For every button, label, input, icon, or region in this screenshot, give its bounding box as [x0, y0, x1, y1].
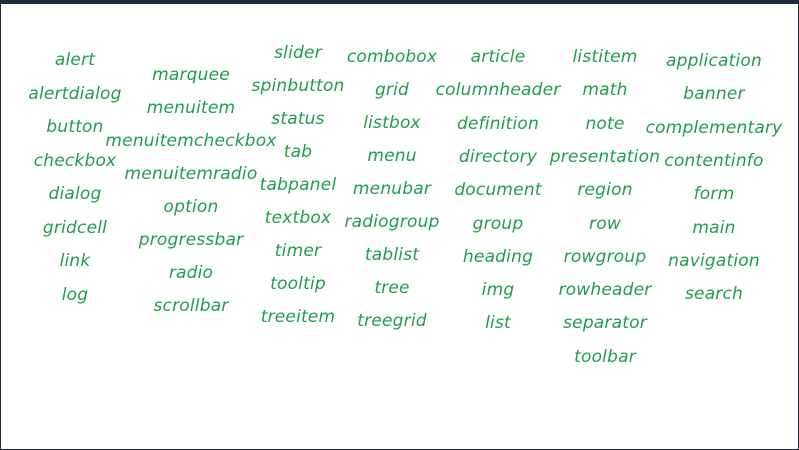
role-word-navigation: navigation	[668, 251, 760, 271]
role-word-progressbar: progressbar	[138, 230, 244, 250]
role-word-menuitem: menuitem	[146, 98, 236, 118]
role-word-application: application	[666, 51, 762, 71]
role-word-contentinfo: contentinfo	[664, 151, 764, 171]
role-word-scrollbar: scrollbar	[153, 296, 229, 316]
role-word-textbox: textbox	[264, 208, 332, 228]
role-word-tab: tab	[283, 142, 313, 162]
role-word-main: main	[692, 218, 736, 238]
role-word-button: button	[46, 117, 104, 137]
role-word-separator: separator	[563, 313, 647, 333]
role-word-heading: heading	[462, 247, 534, 267]
role-word-document: document	[454, 180, 542, 200]
role-word-tooltip: tooltip	[270, 274, 326, 294]
role-word-spinbutton: spinbutton	[251, 76, 345, 96]
role-word-article: article	[470, 47, 526, 67]
role-word-rowheader: rowheader	[558, 280, 652, 300]
role-word-menuitemradio: menuitemradio	[124, 164, 258, 184]
role-word-definition: definition	[456, 114, 540, 134]
role-word-gridcell: gridcell	[42, 218, 108, 238]
role-word-note: note	[585, 114, 625, 134]
role-word-tree: tree	[374, 278, 410, 298]
role-word-option: option	[163, 197, 219, 217]
role-word-combobox: combobox	[346, 47, 438, 67]
role-word-form: form	[693, 184, 735, 204]
role-word-listbox: listbox	[363, 113, 421, 133]
role-word-grid: grid	[374, 80, 410, 100]
role-word-rowgroup: rowgroup	[563, 247, 647, 267]
role-word-listitem: listitem	[572, 47, 638, 67]
role-word-menu: menu	[367, 146, 417, 166]
role-word-marquee: marquee	[152, 65, 230, 85]
role-word-timer: timer	[274, 241, 322, 261]
role-word-banner: banner	[683, 84, 745, 104]
role-word-group: group	[472, 214, 524, 234]
role-word-search: search	[684, 284, 744, 304]
role-word-log: log	[61, 285, 89, 305]
role-word-row: row	[589, 214, 621, 234]
role-word-directory: directory	[458, 147, 538, 167]
role-word-tabpanel: tabpanel	[259, 175, 337, 195]
role-word-math: math	[582, 80, 628, 100]
role-word-alert: alert	[54, 50, 96, 70]
role-word-dialog: dialog	[48, 184, 102, 204]
role-word-link: link	[59, 251, 91, 271]
role-word-tablist: tablist	[364, 245, 420, 265]
role-word-region: region	[577, 180, 633, 200]
role-word-list: list	[485, 313, 511, 333]
role-word-toolbar: toolbar	[574, 347, 636, 367]
role-word-slider: slider	[274, 43, 322, 63]
role-word-complementary: complementary	[645, 118, 783, 138]
role-word-radio: radio	[168, 263, 214, 283]
role-word-treeitem: treeitem	[260, 307, 336, 327]
role-word-alertdialog: alertdialog	[28, 84, 122, 104]
role-word-status: status	[271, 109, 325, 129]
role-word-presentation: presentation	[549, 147, 661, 167]
role-word-radiogroup: radiogroup	[344, 212, 440, 232]
role-word-img: img	[481, 280, 515, 300]
role-word-columnheader: columnheader	[435, 80, 561, 100]
role-word-treegrid: treegrid	[357, 311, 427, 331]
role-word-menubar: menubar	[352, 179, 432, 199]
role-word-checkbox: checkbox	[33, 151, 117, 171]
role-word-menuitemcheckbox: menuitemcheckbox	[105, 131, 277, 151]
